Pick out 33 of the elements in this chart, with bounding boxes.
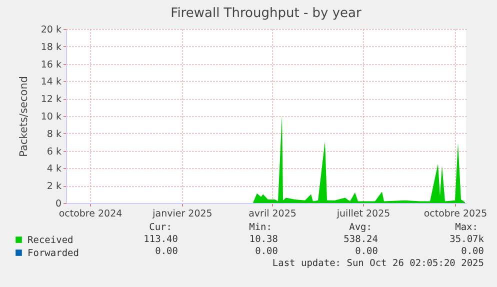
legend-label: Forwarded: [28, 248, 79, 259]
y-tick-label: 20 k: [40, 24, 62, 36]
text: Cur:: [149, 222, 172, 233]
text: Last update: Sun Oct 26 02:05:20 2025: [272, 258, 484, 269]
y-tick-label: 2 k: [46, 181, 62, 192]
text: Avg:: [349, 222, 372, 233]
text: 0.00: [461, 246, 484, 257]
text: Max:: [455, 222, 478, 233]
text: 10.38: [249, 234, 278, 245]
x-tick-label: avril 2025: [248, 208, 296, 220]
y-tick-label: 12 k: [40, 94, 62, 106]
y-tick-label: 8 k: [46, 128, 62, 140]
y-tick-label: 16 k: [40, 59, 62, 70]
x-tick-label: janvier 2025: [152, 208, 212, 220]
y-axis-title: Packets/second: [18, 76, 30, 157]
y-tick-label: 4 k: [46, 164, 62, 175]
text: 113.40: [144, 234, 178, 245]
text: 0.00: [155, 246, 178, 257]
text: 35.07k: [450, 234, 484, 245]
y-tick-label: 18 k: [40, 42, 62, 53]
x-tick-label: octobre 2024: [58, 208, 122, 220]
x-tick-label: octobre 2025: [424, 208, 488, 220]
chart-title: Firewall Throughput - by year: [170, 6, 362, 21]
text: 538.24: [344, 234, 378, 245]
text: 0.00: [255, 246, 278, 257]
y-tick-label: 6 k: [46, 146, 62, 158]
y-tick-label: 14 k: [40, 76, 62, 88]
x-tick-label: juillet 2025: [336, 208, 390, 220]
legend-label: Received: [28, 234, 74, 246]
y-tick-label: 10 k: [40, 112, 62, 122]
text: Min:: [249, 222, 272, 233]
y-tick-label: 0: [55, 198, 62, 210]
text: 0.00: [355, 246, 378, 257]
